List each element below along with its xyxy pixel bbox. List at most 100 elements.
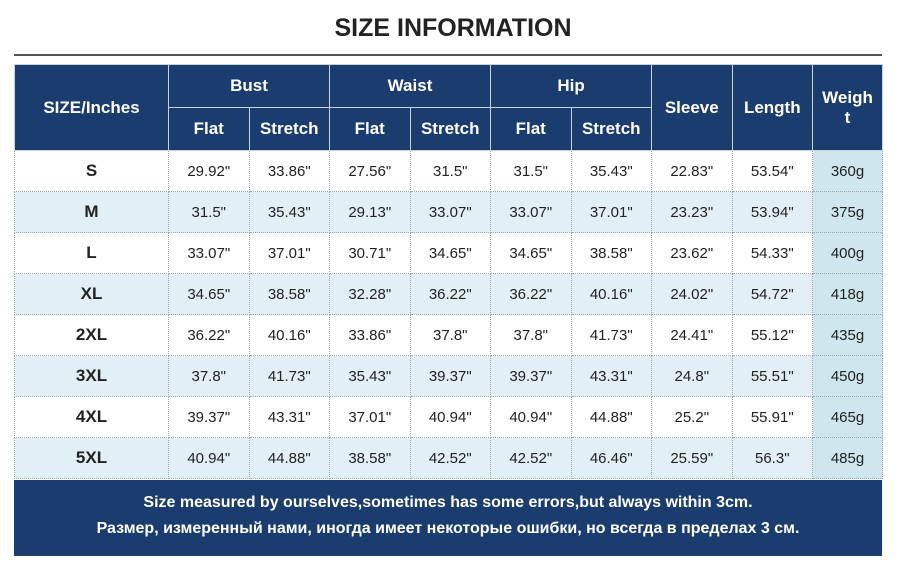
value-cell: 36.22"	[490, 273, 572, 315]
table-row: 5XL 40.94" 44.88" 38.58" 42.52" 42.52" 46.46" 2…	[14, 437, 884, 479]
value-cell: 360g	[812, 150, 884, 192]
sub-header: Flat	[490, 107, 572, 151]
value-cell: 36.22"	[409, 273, 491, 315]
size-table: SIZE/Inches Bust Waist Hip Sleeve Length…	[14, 64, 884, 479]
value-cell: 40.16"	[570, 273, 653, 315]
value-cell: 46.46"	[570, 437, 653, 479]
footer: Size measured by ourselves,sometimes has…	[14, 480, 882, 556]
value-cell: 38.58"	[248, 273, 330, 315]
sub-header: Flat	[168, 107, 250, 151]
value-cell: 39.37"	[490, 355, 572, 397]
value-cell: 23.62"	[651, 232, 733, 274]
value-cell: 34.65"	[409, 232, 491, 274]
value-cell: 40.94"	[168, 437, 250, 479]
table-row: 4XL 39.37" 43.31" 37.01" 40.94" 40.94" 44.88" 2…	[14, 396, 884, 438]
table-row: XL 34.65" 38.58" 32.28" 36.22" 36.22" 40.16" 24…	[14, 273, 884, 315]
value-cell: 55.51"	[731, 355, 814, 397]
footer-note: Размер, измеренный нами, иногда имеет не…	[96, 520, 800, 537]
value-cell: 25.59"	[651, 437, 733, 479]
value-cell: 40.16"	[248, 314, 330, 356]
table-row: 2XL 36.22" 40.16" 33.86" 37.8" 37.8" 41.73" 24.…	[14, 314, 884, 356]
value-cell: 40.94"	[490, 396, 572, 438]
value-cell: 375g	[812, 191, 884, 233]
value-cell: 37.8"	[168, 355, 250, 397]
sub-header: Stretch	[570, 107, 653, 151]
value-cell: 41.73"	[570, 314, 653, 356]
value-cell: 56.3"	[731, 437, 814, 479]
table-row: 3XL 37.8" 41.73" 35.43" 39.37" 39.37" 43.31" 24…	[14, 355, 884, 397]
value-cell: 24.02"	[651, 273, 733, 315]
sub-header: Stretch	[409, 107, 491, 151]
value-cell: 25.2"	[651, 396, 733, 438]
value-cell: 33.07"	[168, 232, 250, 274]
group-header: Waist	[329, 64, 491, 108]
value-cell: 35.43"	[570, 150, 653, 192]
value-cell: 35.43"	[248, 191, 330, 233]
value-cell: 30.71"	[329, 232, 411, 274]
size-cell: S	[14, 150, 169, 192]
value-cell: 37.8"	[409, 314, 491, 356]
size-cell: 2XL	[14, 314, 169, 356]
value-cell: 31.5"	[168, 191, 250, 233]
value-cell: 418g	[812, 273, 884, 315]
table-row: S 29.92" 33.86" 27.56" 31.5" 31.5" 35.43" 22.83…	[14, 150, 884, 192]
value-cell: 34.65"	[490, 232, 572, 274]
footer-note: Size measured by ourselves,sometimes has…	[143, 494, 753, 511]
value-cell: 39.37"	[168, 396, 250, 438]
value-cell: 53.54"	[731, 150, 814, 192]
group-header: Hip	[489, 64, 653, 108]
value-cell: 42.52"	[490, 437, 572, 479]
value-cell: 41.73"	[248, 355, 330, 397]
value-cell: 35.43"	[329, 355, 411, 397]
value-cell: 54.72"	[731, 273, 814, 315]
value-cell: 34.65"	[168, 273, 250, 315]
value-cell: 31.5"	[490, 150, 572, 192]
value-cell: 36.22"	[168, 314, 250, 356]
size-cell: XL	[14, 273, 169, 315]
value-cell: 400g	[812, 232, 884, 274]
sub-header: Stretch	[248, 107, 330, 151]
value-cell: 29.92"	[168, 150, 250, 192]
value-cell: 32.28"	[329, 273, 411, 315]
value-cell: 23.23"	[651, 191, 733, 233]
value-cell: 43.31"	[248, 396, 330, 438]
value-cell: 43.31"	[570, 355, 653, 397]
size-cell: 5XL	[14, 437, 169, 479]
value-cell: 54.33"	[731, 232, 814, 274]
column-header: Weight	[812, 64, 884, 151]
size-cell: 3XL	[14, 355, 169, 397]
value-cell: 39.37"	[409, 355, 491, 397]
value-cell: 27.56"	[329, 150, 411, 192]
divider	[14, 54, 882, 56]
group-header: Bust	[168, 64, 330, 108]
value-cell: 33.86"	[329, 314, 411, 356]
column-header: Length	[731, 64, 814, 151]
value-cell: 33.07"	[409, 191, 491, 233]
value-cell: 44.88"	[570, 396, 653, 438]
value-cell: 33.86"	[248, 150, 330, 192]
title: SIZE INFORMATION	[334, 14, 572, 42]
value-cell: 53.94"	[731, 191, 814, 233]
value-cell: 33.07"	[490, 191, 572, 233]
table-row: M 31.5" 35.43" 29.13" 33.07" 33.07" 37.01" 23.2…	[14, 191, 884, 233]
value-cell: 31.5"	[409, 150, 491, 192]
value-cell: 22.83"	[651, 150, 733, 192]
sub-header: Flat	[329, 107, 411, 151]
value-cell: 44.88"	[248, 437, 330, 479]
value-cell: 37.8"	[490, 314, 572, 356]
value-cell: 24.8"	[651, 355, 733, 397]
value-cell: 485g	[812, 437, 884, 479]
value-cell: 42.52"	[409, 437, 491, 479]
value-cell: 24.41"	[651, 314, 733, 356]
value-cell: 38.58"	[570, 232, 653, 274]
value-cell: 37.01"	[329, 396, 411, 438]
size-cell: 4XL	[14, 396, 169, 438]
column-header: Sleeve	[651, 64, 733, 151]
value-cell: 450g	[812, 355, 884, 397]
value-cell: 40.94"	[409, 396, 491, 438]
value-cell: 37.01"	[570, 191, 653, 233]
value-cell: 55.12"	[731, 314, 814, 356]
value-cell: 37.01"	[248, 232, 330, 274]
value-cell: 435g	[812, 314, 884, 356]
